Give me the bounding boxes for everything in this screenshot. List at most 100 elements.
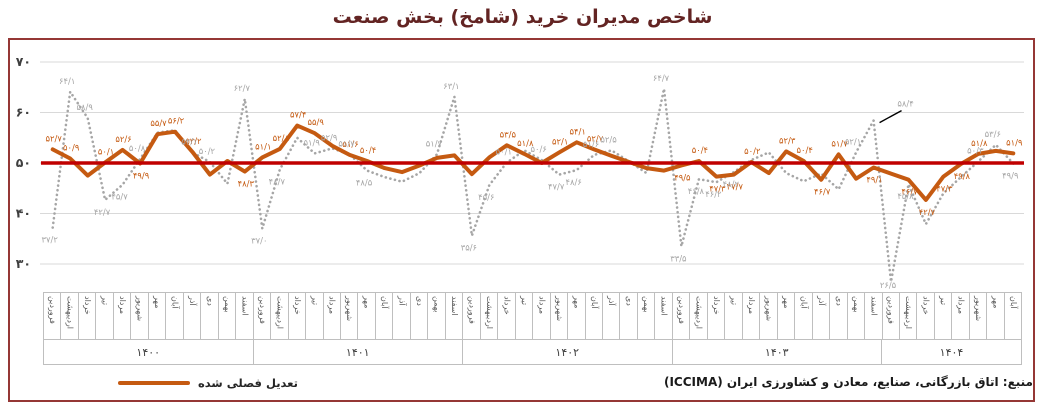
month-label: مهر <box>153 296 163 309</box>
month-label: شهریور <box>974 296 984 322</box>
month-cell: اردیبهشت <box>479 292 499 340</box>
month-cell: تیر <box>933 292 953 340</box>
month-cell: آبان <box>374 292 394 340</box>
month-label: تیر <box>939 296 949 306</box>
month-label: اردیبهشت <box>904 296 914 329</box>
month-cell: خرداد <box>77 292 97 340</box>
month-cell: مرداد <box>951 292 970 340</box>
month-label: تیر <box>310 296 320 306</box>
month-cell: اردیبهشت <box>898 292 918 340</box>
month-cell: تیر <box>514 292 534 340</box>
month-label: اردیبهشت <box>484 296 494 329</box>
month-label: فروردین <box>677 296 687 324</box>
month-cell: فروردین <box>671 292 691 340</box>
month-label: مهر <box>991 296 1001 309</box>
month-label: دی <box>205 296 215 306</box>
month-label: مرداد <box>327 296 337 315</box>
month-cell: فروردین <box>252 292 272 340</box>
month-label: آذر <box>187 296 197 306</box>
month-label: مهر <box>362 296 372 309</box>
month-cell: آبان <box>794 292 813 340</box>
month-label: اسفند <box>869 296 879 316</box>
year-cell: ۱۴۰۰ <box>43 339 254 365</box>
month-label: آبان <box>799 296 809 309</box>
month-label: فروردین <box>257 296 267 324</box>
month-label: بهمن <box>222 296 232 313</box>
month-cell: آبان <box>584 292 603 340</box>
month-label: مهر <box>781 296 791 309</box>
month-cell: مرداد <box>741 292 761 340</box>
month-label: مرداد <box>118 296 128 315</box>
month-cell: شهریور <box>130 292 149 340</box>
month-cell: مهر <box>567 292 586 340</box>
month-label: مرداد <box>746 296 756 315</box>
month-cell: آذر <box>811 292 831 340</box>
month-cell: بهمن <box>846 292 866 340</box>
legend-adjusted-label: تعدیل فصلی شده <box>198 376 298 390</box>
month-cell: بهمن <box>217 292 237 340</box>
month-cell: آذر <box>182 292 202 340</box>
month-cell: مهر <box>986 292 1005 340</box>
month-cell: فروردین <box>881 292 900 340</box>
month-label: خرداد <box>83 296 93 315</box>
month-cell: آذر <box>392 292 411 340</box>
month-cell: مرداد <box>322 292 341 340</box>
month-label: اسفند <box>659 296 669 316</box>
month-cell: آبان <box>1003 292 1023 340</box>
month-cell: فروردین <box>462 292 481 340</box>
month-label: خرداد <box>712 296 722 315</box>
chart-title: شاخص مدیران خرید (شامخ) بخش صنعت <box>332 6 713 28</box>
month-label: فروردین <box>886 296 896 324</box>
month-label: اسفند <box>240 296 250 316</box>
month-label: آبان <box>589 296 599 309</box>
month-label: مرداد <box>956 296 966 315</box>
month-cell: شهریور <box>339 292 359 340</box>
month-cell: تیر <box>95 292 114 340</box>
legend-adjusted-swatch <box>118 381 190 385</box>
month-cell: اردیبهشت <box>270 292 289 340</box>
month-cell: شهریور <box>549 292 569 340</box>
month-cell: بهمن <box>427 292 446 340</box>
month-cell: اسفند <box>444 292 464 340</box>
month-label: آذر <box>397 296 407 306</box>
month-label: اردیبهشت <box>65 296 75 329</box>
month-label: فروردین <box>48 296 58 324</box>
x-axis-month-labels: فروردین اردیبهشت خرداد تیر مرداد شهریور مهر آبا… <box>43 292 1023 340</box>
month-cell: خرداد <box>497 292 516 340</box>
year-cell: ۱۴۰۱ <box>252 339 463 365</box>
month-label: آذر <box>816 296 826 306</box>
month-label: بهمن <box>642 296 652 313</box>
month-cell: مهر <box>147 292 167 340</box>
month-label: آبان <box>170 296 180 309</box>
month-label: آذر <box>607 296 617 306</box>
month-cell: فروردین <box>43 292 62 340</box>
month-cell: اردیبهشت <box>689 292 708 340</box>
month-label: دی <box>415 296 425 306</box>
month-cell: تیر <box>724 292 743 340</box>
month-label: مهر <box>572 296 582 309</box>
month-label: آبان <box>380 296 390 309</box>
month-cell: خرداد <box>916 292 935 340</box>
month-cell: خرداد <box>706 292 726 340</box>
month-cell: شهریور <box>759 292 778 340</box>
month-cell: اسفند <box>654 292 673 340</box>
month-label: آبان <box>1009 296 1019 309</box>
month-cell: اردیبهشت <box>60 292 79 340</box>
year-cell: ۱۴۰۳ <box>671 339 882 365</box>
month-cell: دی <box>200 292 219 340</box>
month-label: خرداد <box>502 296 512 315</box>
month-label: خرداد <box>292 296 302 315</box>
x-axis-year-labels: ۱۴۰۰ ۱۴۰۱ ۱۴۰۲ ۱۴۰۳ ۱۴۰۴ <box>43 339 1022 365</box>
month-label: بهمن <box>851 296 861 313</box>
month-cell: اسفند <box>235 292 254 340</box>
year-cell: ۱۴۰۴ <box>881 339 1022 365</box>
month-label: شهریور <box>764 296 774 322</box>
month-label: شهریور <box>135 296 145 322</box>
month-label: خرداد <box>921 296 931 315</box>
month-label: مرداد <box>537 296 547 315</box>
month-label: تیر <box>729 296 739 306</box>
month-label: شهریور <box>554 296 564 322</box>
month-label: شهریور <box>345 296 355 322</box>
month-cell: مرداد <box>532 292 551 340</box>
